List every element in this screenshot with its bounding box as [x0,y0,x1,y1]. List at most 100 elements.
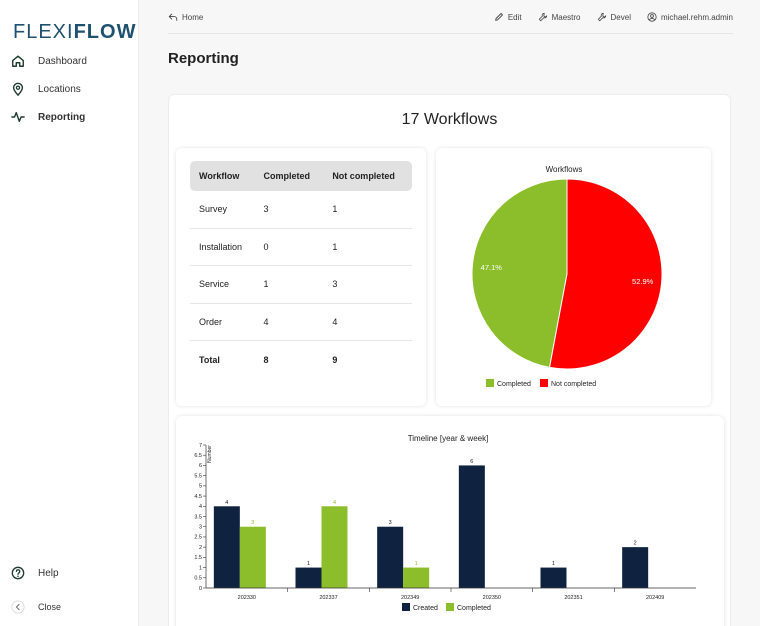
table-cell: 8 [254,340,324,378]
sidebar-item-locations[interactable]: Locations [10,78,81,100]
y-tick-label: 6.5 [194,453,202,459]
table-cell: Order [190,303,255,342]
workflow-table: Workflow Completed Not completed Survey … [190,161,412,378]
y-tick-label: 2 [199,545,202,551]
legend-swatch-not-completed [540,379,548,387]
bar-created[interactable] [622,547,649,588]
maestro-button[interactable]: Maestro [538,12,581,22]
home-icon [10,53,26,69]
back-arrow-icon [168,13,178,21]
sidebar-item-label: Reporting [38,111,86,123]
y-tick-label: 0 [199,586,202,592]
legend-swatch-created [402,603,410,611]
top-bar: Home Edit Maestro Devel michael.rehm.adm… [168,8,733,34]
devel-button[interactable]: Devel [597,12,631,22]
table-row: Installation 0 1 [190,228,412,267]
bar-value-label: 1 [415,561,418,567]
bar-created[interactable] [458,465,485,588]
table-cell: 0 [254,228,324,267]
bar-created[interactable] [377,526,404,588]
home-link[interactable]: Home [168,12,203,22]
activity-icon [10,109,26,125]
x-tick-label: 202351 [564,595,582,601]
pie-slice-not-completed[interactable] [548,178,663,370]
table-cell: 3 [254,191,324,229]
bar-value-label: 1 [552,561,555,567]
y-tick-label: 5.5 [194,473,202,479]
pie-slice-completed[interactable] [471,178,568,368]
table-cell: Survey [190,191,255,229]
help-circle-icon [10,565,26,581]
table-row: Survey 3 1 [190,191,412,229]
y-tick-label: 1 [199,565,202,571]
y-axis: 0 0.5 1 1.5 2 2.5 3 3.5 4 4.5 5 5.5 6 6.5 7 [194,443,207,592]
logo-text-flow: FLOW [73,21,137,43]
devel-label: Devel [610,12,631,22]
flexiflow-logo[interactable]: FLEXIFLOW [13,22,136,42]
logo-text-flexi: FLEXI [13,21,74,43]
location-pin-icon [10,81,26,97]
user-menu[interactable]: michael.rehm.admin [647,12,733,22]
column-header-workflow: Workflow [190,161,255,191]
y-tick-label: 3 [199,525,202,531]
table-cell: Total [190,340,255,378]
x-tick-label: 202350 [483,595,501,601]
y-tick-label: 4.5 [194,494,202,500]
x-axis: 202330 202337 202349 202350 202351 202409 [206,587,696,601]
bar-created[interactable] [213,506,240,588]
help-label: Help [38,567,59,579]
workflows-count-title: 17 Workflows [401,111,498,128]
home-label: Home [182,12,204,22]
table-cell: 1 [323,191,412,229]
sidebar-item-label: Locations [38,83,81,95]
table-cell: 4 [254,303,324,342]
pie-slice-label-not-completed: 52.9% [632,277,654,286]
sidebar: FLEXIFLOW Dashboard Locations Reporting … [0,0,139,626]
bar-marks: 4 3 1 4 3 1 6 1 2 [213,459,649,588]
close-label: Close [38,602,62,612]
sidebar-item-help[interactable]: Help [10,562,59,584]
column-header-completed: Completed [254,161,324,191]
bar-value-label: 1 [307,561,310,567]
legend-label-created: Created [413,605,438,612]
y-tick-label: 5 [199,484,202,490]
table-cell: 4 [323,303,412,342]
bar-value-label: 3 [251,520,254,526]
y-tick-label: 3.5 [194,514,202,520]
sidebar-item-dashboard[interactable]: Dashboard [10,50,87,72]
legend-label-completed: Completed [457,605,491,612]
y-tick-label: 4 [199,504,202,510]
wrench-icon [597,12,606,22]
y-tick-label: 0.5 [194,576,202,582]
pie-chart: Workflows 47.1% 52.9% Completed Not comp… [471,165,663,388]
legend-label-completed: Completed [497,381,531,388]
y-tick-label: 1.5 [194,555,202,561]
table-row: Order 4 4 [190,303,412,342]
x-tick-label: 202337 [319,595,337,601]
table-cell: 9 [323,340,412,378]
table-cell: 3 [323,265,412,304]
y-axis-label: Number [207,445,213,463]
legend-swatch-completed [446,603,454,611]
bar-completed[interactable] [321,506,348,588]
chevron-left-icon [10,599,26,615]
edit-button[interactable]: Edit [494,12,522,22]
page-title: Reporting [168,50,239,67]
x-tick-label: 202330 [238,595,256,601]
sidebar-close-button[interactable]: Close [10,596,61,618]
user-circle-icon [647,12,657,22]
bar-value-label: 3 [389,520,392,526]
bar-value-label: 4 [333,500,336,506]
bar-value-label: 2 [634,541,637,547]
pie-slice-label-completed: 47.1% [481,263,503,272]
bar-completed[interactable] [403,567,430,588]
bar-created[interactable] [295,567,322,588]
username-label: michael.rehm.admin [660,12,733,22]
bar-completed[interactable] [239,526,266,588]
table-cell: Service [190,265,255,304]
table-cell: 1 [254,265,324,304]
sidebar-item-reporting[interactable]: Reporting [10,106,85,128]
bar-value-label: 4 [225,500,228,506]
timeline-bar-chart: Timeline [year & week] Number 0 0.5 1 1.5 2 2… [194,434,696,612]
bar-created[interactable] [540,567,567,588]
